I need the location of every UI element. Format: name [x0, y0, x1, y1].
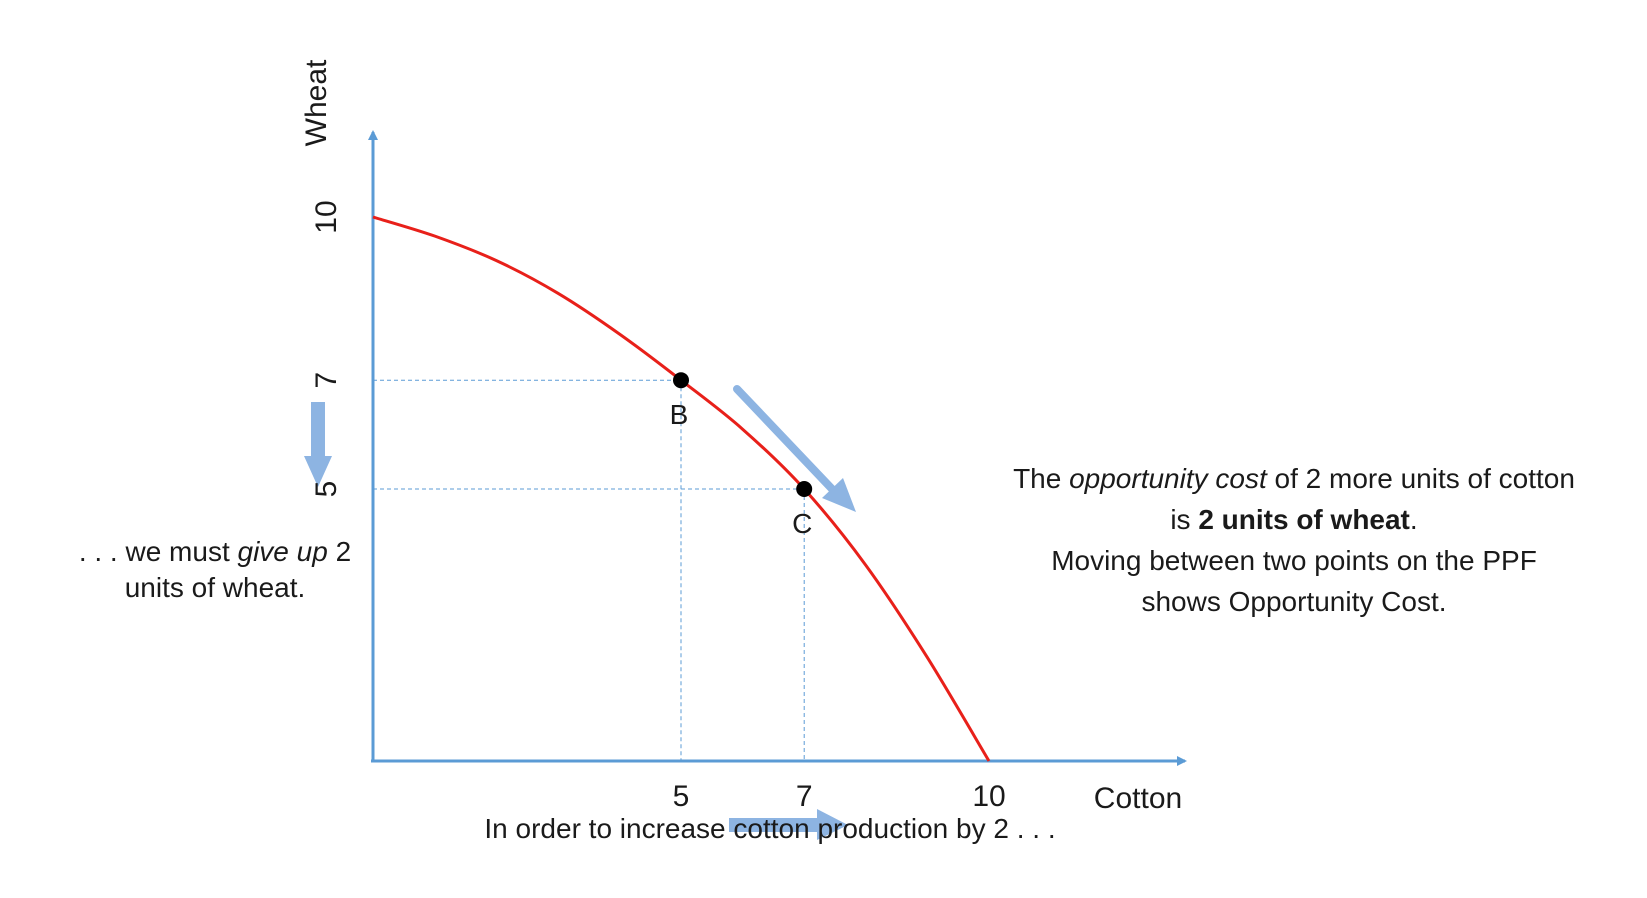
- give-up-wheat-note: . . . we must give up 2 units of wheat.: [78, 536, 352, 603]
- y-tick-label: 10: [310, 200, 343, 233]
- point-c: [796, 481, 813, 497]
- x-tick-labels: 5 7 10: [673, 780, 1006, 813]
- y-axis-label: Wheat: [300, 59, 333, 146]
- x-axis-label: Cotton: [1094, 782, 1182, 815]
- x-tick-label: 7: [796, 780, 813, 813]
- point-label-c: C: [792, 508, 812, 539]
- y-tick-labels: 10 7 5: [310, 200, 343, 497]
- y-tick-label: 7: [310, 372, 343, 389]
- x-tick-label: 10: [972, 780, 1005, 813]
- point-b: [673, 372, 689, 389]
- point-label-b: B: [670, 399, 689, 430]
- cotton-increase-arrow: [729, 809, 848, 840]
- ppf-curve: [372, 215, 991, 762]
- increase-cotton-note: In order to increase cotton production b…: [484, 813, 1056, 844]
- curve-points: BC: [670, 372, 813, 539]
- opportunity-cost-note: The opportunity cost of 2 more units of …: [1013, 463, 1575, 617]
- wheat-decrease-arrow: [304, 402, 332, 487]
- y-tick-label: 5: [310, 481, 343, 498]
- guide-lines: [373, 379, 805, 761]
- x-tick-label: 5: [673, 780, 690, 813]
- movement-arrow-b-to-c: [733, 385, 856, 512]
